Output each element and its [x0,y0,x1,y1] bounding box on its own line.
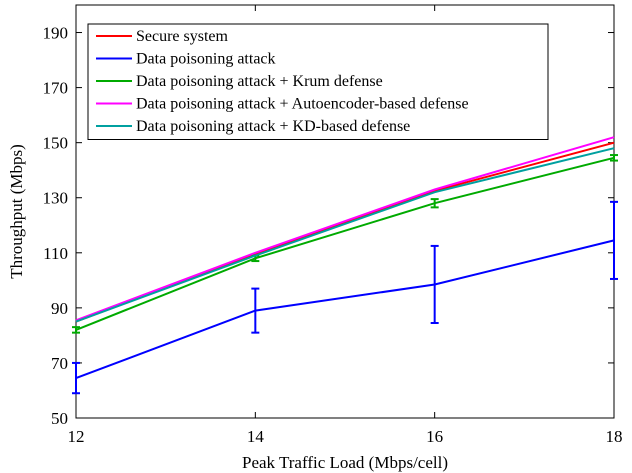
legend-box [87,23,549,140]
series-line [75,239,615,380]
series-line [75,156,615,331]
y-tick-label: 170 [43,79,69,98]
y-tick-label: 90 [51,299,68,318]
y-tick-label: 50 [51,409,68,428]
series-5 [75,147,615,323]
y-axis-label: Throughput (Mbps) [7,144,26,279]
y-tick-label: 130 [43,189,69,208]
error-bar [430,198,439,209]
x-axis-label: Peak Traffic Load (Mbps/cell) [242,453,448,472]
legend-label: Data poisoning attack [136,51,276,68]
error-bar [72,326,80,334]
legend-label: Data poisoning attack + Autoencoder-base… [136,96,469,113]
series-2 [72,200,618,395]
y-tick-label: 110 [43,244,68,263]
x-tick-label: 14 [247,427,265,446]
x-tick-label: 18 [606,427,623,446]
y-tick-label: 70 [51,354,68,373]
error-bar [610,154,618,162]
error-bar [610,200,618,280]
error-bar [72,361,80,395]
y-tick-label: 190 [43,24,69,43]
x-tick-label: 12 [68,427,85,446]
series-line [75,147,615,323]
legend-label: Data poisoning attack + Krum defense [136,73,383,90]
legend-item: Secure system [96,28,229,45]
x-tick-label: 16 [426,427,443,446]
y-tick-label: 150 [43,134,69,153]
error-bar [430,244,439,325]
series-line [75,136,615,322]
series-4 [75,136,615,322]
legend-item: Data poisoning attack + KD-based defense [96,118,410,135]
legend-item: Data poisoning attack + Autoencoder-base… [96,96,469,113]
legend-label: Data poisoning attack + KD-based defense [136,118,410,135]
legend-label: Secure system [136,28,229,45]
legend-item: Data poisoning attack + Krum defense [96,73,383,90]
error-bar [251,287,260,334]
legend-item: Data poisoning attack [96,51,276,68]
